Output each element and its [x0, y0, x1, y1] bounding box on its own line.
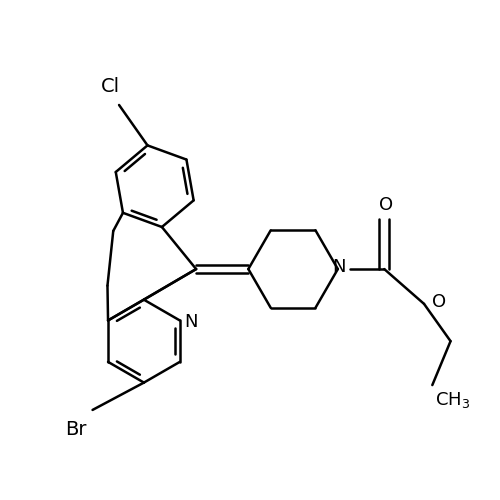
Text: N: N — [184, 313, 198, 331]
Text: Cl: Cl — [101, 77, 120, 96]
Text: Br: Br — [65, 420, 86, 440]
Text: O: O — [432, 293, 446, 311]
Text: N: N — [332, 258, 346, 276]
Text: CH$_3$: CH$_3$ — [436, 390, 470, 410]
Text: O: O — [379, 196, 393, 214]
